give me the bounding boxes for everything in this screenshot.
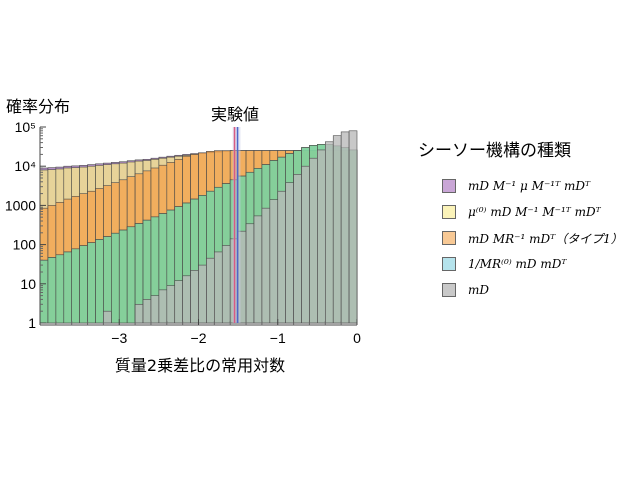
legend-label: mD	[468, 283, 489, 297]
legend-swatch	[442, 179, 456, 193]
bar-s4-b0	[39, 259, 49, 324]
bar-s5-b19	[190, 270, 199, 324]
bar-s5-b8	[103, 310, 112, 324]
legend-title: シーソー機構の種類	[418, 141, 571, 161]
bar-s5-b17	[174, 280, 183, 324]
y-tick-label-5: 10⁵	[15, 119, 36, 135]
bar-s4-b7	[95, 239, 104, 324]
bar-s5-b27	[253, 215, 263, 324]
x-tick-label-3: 0	[353, 330, 361, 346]
bar-s5-b26	[245, 223, 255, 324]
legend-item: 1/MR⁽⁰⁾ mD mDᵀ	[418, 251, 630, 277]
axes-layer: 1 10 100 1000 10⁴ 10⁵ −3 −2 −1 0	[5, 119, 361, 346]
bar-s5-b12	[134, 303, 144, 324]
legend-label: mD M⁻¹ μ M⁻¹ᵀ mDᵀ	[468, 179, 590, 193]
y-tick-label-1: 10	[20, 276, 36, 292]
legend-label: mD MR⁻¹ mDᵀ（タイプ1）	[468, 231, 623, 246]
bar-s5-b13	[142, 299, 152, 324]
legend-label: 1/MR⁽⁰⁾ mD mDᵀ	[468, 257, 567, 271]
legend-items: mD M⁻¹ μ M⁻¹ᵀ mDᵀ μ⁽⁰⁾ mD M⁻¹ M⁻¹ᵀ mDᵀ mD …	[418, 173, 630, 303]
bar-s4-b2	[55, 254, 65, 324]
experimental-value-band	[232, 127, 241, 323]
legend-item: mD MR⁻¹ mDᵀ（タイプ1）	[418, 225, 630, 251]
bars-layer	[39, 130, 358, 324]
y-tick-label-0: 1	[28, 315, 36, 331]
bar-s5-b21	[206, 257, 215, 324]
legend-swatch	[442, 231, 456, 245]
bar-s5-b22	[214, 251, 223, 324]
bar-s4-b11	[126, 226, 136, 324]
bar-s4-b1	[47, 257, 57, 324]
experimental-value-label: 実験値	[211, 105, 260, 124]
bar-s5-b31	[285, 182, 294, 324]
bar-s5-b33	[301, 165, 310, 324]
bar-s5-b35	[317, 149, 326, 324]
y-tick-label-2: 100	[13, 237, 37, 253]
y-tick-label-3: 1000	[5, 197, 36, 213]
x-tick-label-1: −2	[191, 330, 207, 346]
x-tick-label-2: −1	[270, 330, 286, 346]
legend-swatch	[442, 205, 456, 219]
bar-s5-b32	[293, 174, 302, 324]
bar-s4-b6	[87, 242, 96, 324]
bar-s5-b15	[158, 289, 168, 324]
legend-item: mD M⁻¹ μ M⁻¹ᵀ mDᵀ	[418, 173, 630, 199]
bar-s4-b9	[111, 232, 120, 324]
bar-s5-b34	[309, 157, 318, 324]
bar-s5-b38	[340, 131, 350, 324]
bar-s5-b28	[261, 207, 271, 324]
y-tick-label-4: 10⁴	[14, 158, 36, 174]
bar-s5-b14	[150, 295, 160, 324]
bar-s5-b30	[277, 190, 286, 324]
bar-s5-b37	[332, 135, 342, 324]
bar-s4-b10	[118, 229, 128, 324]
legend-item: μ⁽⁰⁾ mD M⁻¹ M⁻¹ᵀ mDᵀ	[418, 199, 630, 225]
bar-s4-b8	[103, 236, 112, 324]
x-axis-label: 質量2乗差比の常用対数	[114, 356, 286, 375]
bar-s5-b23	[221, 245, 231, 324]
bar-s5-b29	[269, 199, 279, 324]
legend-item: mD	[418, 277, 630, 303]
legend: シーソー機構の種類 mD M⁻¹ μ M⁻¹ᵀ mDᵀ μ⁽⁰⁾ mD M⁻¹ M…	[418, 136, 630, 303]
bar-s5-b20	[198, 264, 207, 324]
bar-s4-b3	[63, 251, 73, 324]
legend-swatch	[442, 283, 456, 297]
bar-s5-b16	[166, 285, 176, 324]
legend-label: μ⁽⁰⁾ mD M⁻¹ M⁻¹ᵀ mDᵀ	[468, 205, 601, 219]
bar-s5-b39	[348, 130, 358, 324]
bar-s4-b5	[79, 245, 88, 324]
bar-s5-b18	[182, 275, 191, 324]
bar-s5-b36	[324, 141, 334, 324]
legend-swatch	[442, 257, 456, 271]
bar-s4-b4	[71, 248, 80, 324]
experimental-band	[232, 127, 241, 323]
x-tick-label-0: −3	[111, 330, 127, 346]
y-axis-label: 確率分布	[6, 97, 71, 116]
